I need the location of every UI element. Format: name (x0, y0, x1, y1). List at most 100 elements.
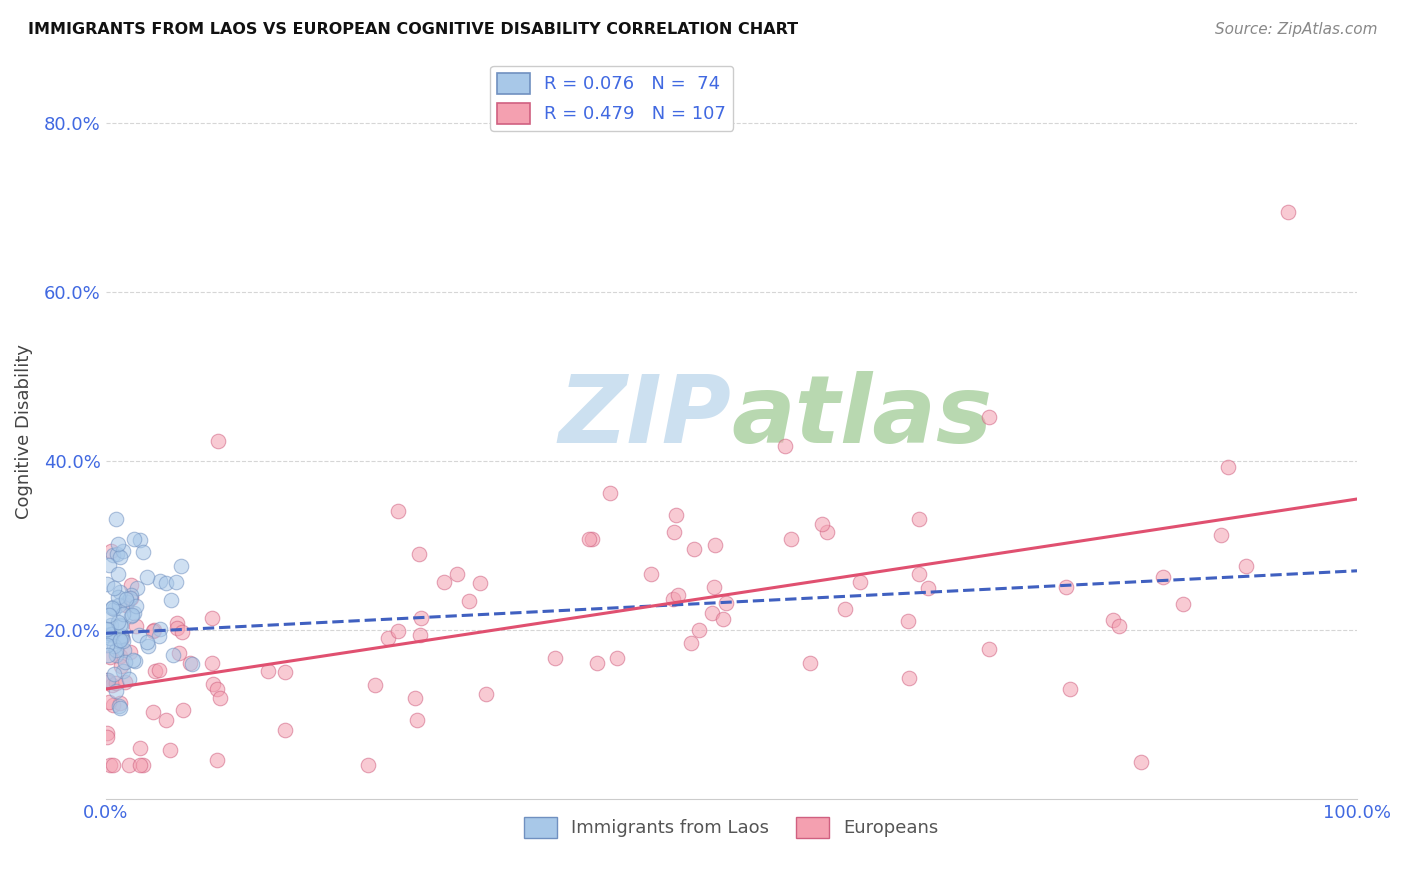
Point (105, 675, 128, 690)
Point (409, 628, 432, 642)
Point (446, 567, 468, 582)
Point (142, 706, 165, 720)
Point (897, 614, 920, 628)
Point (112, 642, 135, 657)
Point (135, 570, 157, 584)
Point (110, 629, 132, 643)
Point (1234, 559, 1257, 574)
Point (108, 634, 131, 648)
Point (107, 536, 129, 550)
Point (124, 654, 146, 668)
Point (120, 608, 142, 623)
Point (115, 598, 138, 612)
Point (205, 682, 228, 697)
Point (136, 634, 159, 648)
Point (125, 619, 148, 633)
Point (1171, 598, 1194, 612)
Point (165, 575, 187, 590)
Point (105, 547, 128, 561)
Point (111, 631, 134, 645)
Point (111, 544, 134, 558)
Point (155, 576, 177, 591)
Point (662, 525, 685, 540)
Point (103, 667, 125, 681)
Point (129, 758, 152, 772)
Point (96, 622, 118, 636)
Point (700, 606, 723, 620)
Point (166, 621, 188, 635)
Point (124, 606, 146, 620)
Text: Source: ZipAtlas.com: Source: ZipAtlas.com (1215, 22, 1378, 37)
Point (105, 648, 128, 662)
Point (120, 588, 142, 602)
Point (98, 650, 121, 665)
Point (110, 696, 132, 710)
Point (118, 758, 141, 772)
Point (149, 622, 172, 636)
Point (257, 664, 280, 678)
Point (468, 575, 491, 590)
Point (105, 512, 128, 526)
Point (103, 581, 125, 595)
Point (1211, 528, 1233, 542)
Point (97, 623, 120, 637)
Point (155, 713, 177, 727)
Point (121, 653, 143, 667)
Point (100, 544, 122, 558)
Point (125, 599, 148, 613)
Point (606, 651, 628, 665)
Point (97, 648, 120, 663)
Point (142, 624, 165, 639)
Point (703, 538, 725, 552)
Point (118, 591, 141, 606)
Point (908, 566, 931, 581)
Point (122, 532, 145, 546)
Point (110, 632, 132, 647)
Point (377, 631, 399, 645)
Point (661, 591, 683, 606)
Point (148, 663, 170, 677)
Point (475, 687, 498, 701)
Point (111, 607, 134, 621)
Point (101, 758, 124, 772)
Point (108, 584, 131, 599)
Point (110, 658, 132, 673)
Point (180, 657, 202, 672)
Point (96, 577, 118, 591)
Point (129, 741, 152, 756)
Point (811, 516, 834, 531)
Point (100, 626, 122, 640)
Point (208, 690, 231, 705)
Point (170, 625, 193, 640)
Point (108, 648, 131, 663)
Point (408, 547, 430, 561)
Point (1108, 619, 1130, 633)
Point (387, 624, 409, 638)
Point (1129, 755, 1152, 769)
Point (688, 623, 710, 637)
Point (581, 533, 603, 547)
Point (110, 618, 132, 632)
Point (357, 758, 380, 772)
Point (640, 567, 662, 582)
Point (103, 639, 125, 653)
Point (108, 701, 131, 715)
Point (110, 630, 132, 644)
Point (1059, 681, 1081, 696)
Point (166, 615, 188, 630)
Point (96, 628, 118, 642)
Point (110, 619, 132, 633)
Point (96, 673, 118, 687)
Point (115, 595, 138, 609)
Point (101, 600, 124, 615)
Text: IMMIGRANTS FROM LAOS VS EUROPEAN COGNITIVE DISABILITY CORRELATION CHART: IMMIGRANTS FROM LAOS VS EUROPEAN COGNITI… (28, 22, 799, 37)
Point (112, 664, 135, 678)
Point (132, 758, 155, 772)
Point (666, 589, 689, 603)
Point (98, 558, 121, 572)
Point (107, 615, 129, 630)
Point (457, 594, 479, 608)
Point (898, 671, 921, 685)
Point (406, 713, 429, 727)
Point (201, 611, 224, 625)
